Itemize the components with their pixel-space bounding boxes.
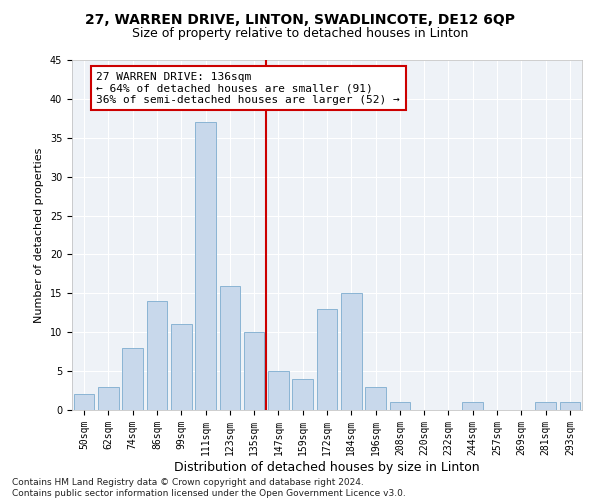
Bar [220, 286, 240, 410]
Bar [292, 379, 313, 410]
Bar [98, 386, 119, 410]
Bar [268, 371, 289, 410]
Bar [341, 294, 362, 410]
X-axis label: Distribution of detached houses by size in Linton: Distribution of detached houses by size … [174, 460, 480, 473]
Text: 27, WARREN DRIVE, LINTON, SWADLINCOTE, DE12 6QP: 27, WARREN DRIVE, LINTON, SWADLINCOTE, D… [85, 12, 515, 26]
Text: Size of property relative to detached houses in Linton: Size of property relative to detached ho… [132, 28, 468, 40]
Bar [317, 309, 337, 410]
Bar [463, 402, 483, 410]
Bar [535, 402, 556, 410]
Text: 27 WARREN DRIVE: 136sqm
← 64% of detached houses are smaller (91)
36% of semi-de: 27 WARREN DRIVE: 136sqm ← 64% of detache… [96, 72, 400, 105]
Bar [195, 122, 216, 410]
Bar [74, 394, 94, 410]
Text: Contains HM Land Registry data © Crown copyright and database right 2024.
Contai: Contains HM Land Registry data © Crown c… [12, 478, 406, 498]
Bar [365, 386, 386, 410]
Bar [171, 324, 191, 410]
Y-axis label: Number of detached properties: Number of detached properties [34, 148, 44, 322]
Bar [146, 301, 167, 410]
Bar [122, 348, 143, 410]
Bar [244, 332, 265, 410]
Bar [389, 402, 410, 410]
Bar [560, 402, 580, 410]
